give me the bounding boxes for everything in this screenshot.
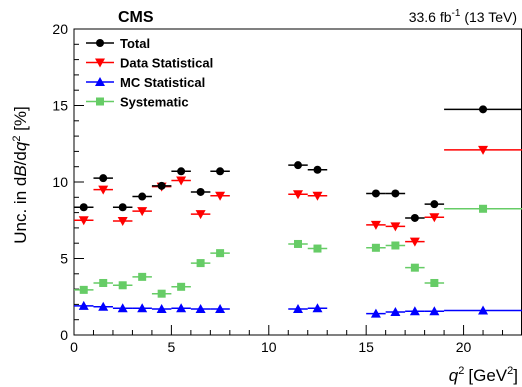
data-point-marker <box>196 259 205 268</box>
data-point-marker <box>137 207 148 217</box>
data-point-marker <box>294 161 302 170</box>
x-tick-label: 5 <box>167 339 175 355</box>
legend-entry: Systematic <box>86 95 189 110</box>
data-point-marker <box>293 190 303 200</box>
data-point-marker <box>177 282 186 291</box>
data-point-marker <box>157 181 166 190</box>
legend-marker <box>96 39 104 47</box>
data-point-marker <box>99 278 108 287</box>
data-point-marker <box>215 191 226 201</box>
luminosity-label: 33.6 fb-1 (13 TeV) <box>409 8 517 25</box>
data-point-marker <box>409 306 420 316</box>
legend-entry: Total <box>86 36 150 51</box>
data-point-marker <box>99 174 108 183</box>
x-tick-label: 15 <box>358 339 374 355</box>
data-point-marker <box>176 176 187 186</box>
data-point-marker <box>79 203 88 212</box>
data-point-marker <box>157 289 166 298</box>
data-point-marker <box>118 203 127 212</box>
data-point-marker <box>371 243 380 252</box>
legend-marker <box>95 77 105 86</box>
data-point-marker <box>410 213 419 222</box>
data-point-marker <box>293 303 303 313</box>
data-point-marker <box>117 303 128 313</box>
data-point-marker <box>196 187 205 196</box>
y-tick-label: 5 <box>60 251 68 267</box>
legend-entry: MC Statistical <box>86 75 205 90</box>
y-tick-label: 10 <box>52 174 68 190</box>
data-point-marker <box>137 303 148 313</box>
legend-entry: Data Statistical <box>86 56 213 71</box>
data-point-marker <box>177 167 186 176</box>
data-point-marker <box>371 189 380 198</box>
x-tick-label: 20 <box>456 339 472 355</box>
data-point-marker <box>478 145 489 155</box>
data-point-marker <box>430 200 439 209</box>
legend-label: Total <box>120 36 150 51</box>
data-point-marker <box>370 308 381 318</box>
data-point-marker <box>391 241 400 250</box>
legend-label: Data Statistical <box>120 56 213 71</box>
data-point-marker <box>117 217 128 227</box>
data-point-marker <box>78 300 89 310</box>
series-systematic <box>74 204 522 298</box>
data-point-marker <box>294 239 302 248</box>
series-total <box>74 105 522 222</box>
data-point-marker <box>390 307 401 317</box>
y-tick-label: 15 <box>52 98 68 114</box>
data-point-marker <box>478 305 489 315</box>
data-point-marker <box>313 165 322 174</box>
data-point-marker <box>479 204 488 213</box>
data-point-marker <box>79 285 88 294</box>
y-axis-label: Unc. in dB/dq2 [%] <box>11 106 30 244</box>
data-point-marker <box>312 303 323 313</box>
data-point-marker <box>370 220 381 230</box>
series-data-statistical <box>74 145 522 247</box>
data-point-marker <box>390 222 401 232</box>
data-point-marker <box>138 272 147 281</box>
data-point-marker <box>195 303 206 313</box>
data-point-marker <box>430 278 439 287</box>
data-point-marker <box>216 249 225 258</box>
data-point-marker <box>176 303 187 313</box>
x-tick-label: 0 <box>70 339 78 355</box>
data-point-marker <box>215 303 226 313</box>
x-axis-label: q2 [GeV2] <box>449 365 518 385</box>
legend: Total Data Statistical MC Statistical Syste… <box>86 36 213 110</box>
axis-ticks <box>73 28 522 336</box>
data-point-marker <box>312 191 323 201</box>
y-tick-label: 0 <box>60 327 68 343</box>
axis-tick-labels: 0 5 10 15 20 0 5 10 15 20 <box>52 21 471 355</box>
data-point-marker <box>429 213 440 223</box>
series-mc-statistical <box>74 300 522 318</box>
data-point-marker <box>156 303 167 313</box>
data-point-marker <box>313 244 322 253</box>
data-point-marker <box>479 105 488 114</box>
data-point-marker <box>195 210 206 220</box>
data-point-marker <box>78 216 89 226</box>
legend-label: Systematic <box>120 95 189 110</box>
experiment-label: CMS <box>118 9 154 26</box>
legend-marker <box>95 58 105 68</box>
data-point-marker <box>216 167 225 176</box>
y-tick-label: 20 <box>52 21 68 37</box>
data-point-marker <box>118 281 127 290</box>
data-point-marker <box>138 192 147 201</box>
series-layer <box>74 105 522 318</box>
data-point-marker <box>429 306 440 316</box>
data-point-marker <box>409 237 420 247</box>
data-point-marker <box>98 185 109 195</box>
data-point-marker <box>98 301 109 311</box>
legend-label: MC Statistical <box>120 75 205 90</box>
data-point-marker <box>410 263 419 272</box>
x-tick-label: 10 <box>261 339 277 355</box>
legend-marker <box>96 97 104 106</box>
data-point-marker <box>391 189 400 198</box>
